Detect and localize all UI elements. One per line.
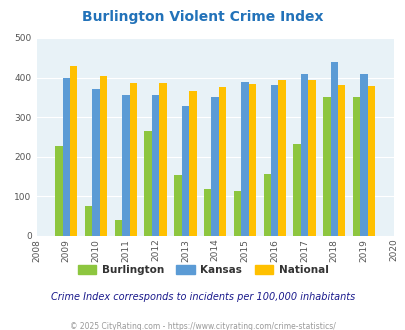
Bar: [85, 206, 92, 236]
Bar: [263, 174, 271, 236]
Bar: [337, 85, 345, 236]
Text: © 2025 CityRating.com - https://www.cityrating.com/crime-statistics/: © 2025 CityRating.com - https://www.city…: [70, 322, 335, 330]
Bar: [300, 74, 307, 236]
Bar: [144, 131, 151, 236]
Legend: Burlington, Kansas, National: Burlington, Kansas, National: [73, 261, 332, 280]
Bar: [100, 76, 107, 236]
Bar: [114, 220, 122, 236]
Bar: [151, 95, 159, 236]
Bar: [360, 74, 367, 236]
Bar: [218, 87, 226, 236]
Bar: [203, 189, 211, 236]
Bar: [189, 91, 196, 236]
Bar: [271, 85, 278, 236]
Bar: [174, 175, 181, 236]
Bar: [92, 89, 100, 236]
Bar: [129, 83, 136, 236]
Bar: [367, 86, 374, 236]
Bar: [322, 97, 330, 236]
Bar: [292, 144, 300, 236]
Bar: [122, 95, 129, 236]
Bar: [330, 62, 337, 236]
Text: Burlington Violent Crime Index: Burlington Violent Crime Index: [82, 10, 323, 24]
Bar: [70, 66, 77, 236]
Bar: [278, 80, 285, 236]
Bar: [62, 78, 70, 236]
Bar: [55, 146, 62, 236]
Bar: [159, 83, 166, 236]
Bar: [241, 82, 248, 236]
Bar: [307, 80, 315, 236]
Bar: [233, 191, 241, 236]
Bar: [211, 97, 218, 236]
Text: Crime Index corresponds to incidents per 100,000 inhabitants: Crime Index corresponds to incidents per…: [51, 292, 354, 302]
Bar: [181, 106, 189, 236]
Bar: [248, 84, 256, 236]
Bar: [352, 97, 360, 236]
